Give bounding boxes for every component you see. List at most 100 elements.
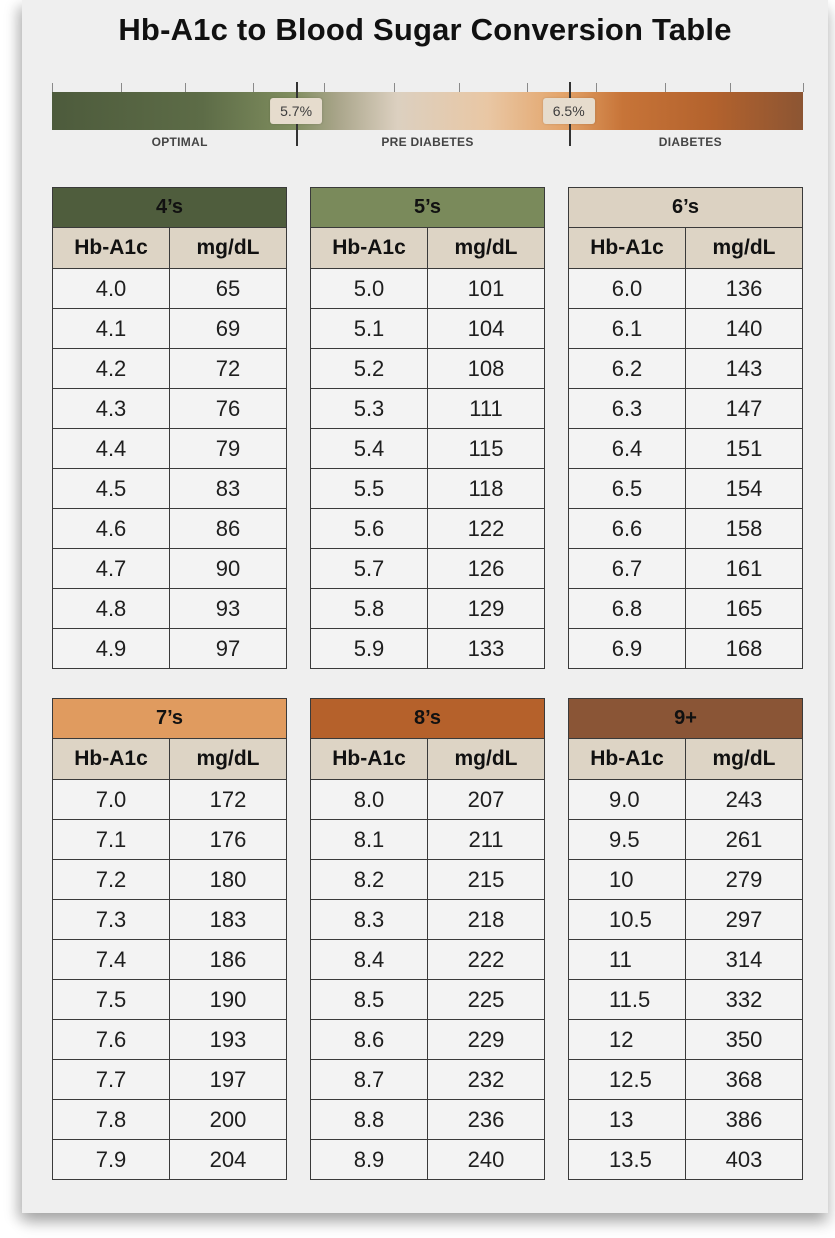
table-row: 12 350 [568,1019,803,1060]
hba1c-cell: 5.5 [310,468,428,509]
mgdl-cell: 90 [169,548,287,589]
mgdl-cell: 236 [427,1099,545,1140]
table-row: 11 314 [568,939,803,980]
table-row: 4.6 86 [52,508,287,549]
hba1c-cell: 8.1 [310,819,428,860]
column-header: Hb-A1c [310,227,428,269]
column-header: mg/dL [427,738,545,780]
hba1c-cell: 8.3 [310,899,428,940]
table-row: 9.0 243 [568,779,803,820]
hba1c-cell: 5.8 [310,588,428,629]
mgdl-cell: 200 [169,1099,287,1140]
table-row: 8.0 207 [310,779,545,820]
mgdl-cell: 183 [169,899,287,940]
hba1c-cell: 12.5 [568,1059,686,1100]
mgdl-cell: 207 [427,779,545,820]
mgdl-cell: 403 [685,1139,803,1180]
zone-label-optimal: OPTIMAL [151,135,208,149]
table-row: 7.2 180 [52,859,287,900]
table-row: 13 386 [568,1099,803,1140]
mgdl-cell: 190 [169,979,287,1020]
table-row: 6.2 143 [568,348,803,389]
column-header: Hb-A1c [52,227,170,269]
hba1c-cell: 4.4 [52,428,170,469]
table-row: 7.9 204 [52,1139,287,1180]
hba1c-cell: 7.5 [52,979,170,1020]
table-row: 7.1 176 [52,819,287,860]
hba1c-cell: 6.7 [568,548,686,589]
mgdl-cell: 232 [427,1059,545,1100]
conversion-poster: Hb-A1c to Blood Sugar Conversion Table 5… [22,0,828,1213]
mgdl-cell: 133 [427,628,545,669]
hba1c-cell: 7.1 [52,819,170,860]
table-row: 4.3 76 [52,388,287,429]
table-row: 8.7 232 [310,1059,545,1100]
table-row: 9.5 261 [568,819,803,860]
zone-label-diabetes: DIABETES [658,135,722,149]
mgdl-cell: 136 [685,268,803,309]
scale-tick [730,83,732,92]
mgdl-cell: 93 [169,588,287,629]
table-row: 5.5 118 [310,468,545,509]
hba1c-cell: 7.7 [52,1059,170,1100]
scale-tick [803,83,804,92]
column-header: Hb-A1c [568,227,686,269]
mgdl-cell: 222 [427,939,545,980]
mgdl-cell: 197 [169,1059,287,1100]
table-row: 12.5 368 [568,1059,803,1100]
mgdl-cell: 225 [427,979,545,1020]
mgdl-cell: 147 [685,388,803,429]
mgdl-cell: 368 [685,1059,803,1100]
hba1c-cell: 7.9 [52,1139,170,1180]
marker-badge-diabetes: 6.5% [542,98,595,124]
hba1c-cell: 6.1 [568,308,686,349]
mgdl-cell: 79 [169,428,287,469]
hba1c-cell: 6.0 [568,268,686,309]
mgdl-cell: 243 [685,779,803,820]
mgdl-cell: 115 [427,428,545,469]
table-row: 8.3 218 [310,899,545,940]
hba1c-cell: 8.4 [310,939,428,980]
scale-tick [393,83,395,92]
table-row: 5.3 111 [310,388,545,429]
table-row: 7.7 197 [52,1059,287,1100]
mgdl-cell: 240 [427,1139,545,1180]
table-row: 7.6 193 [52,1019,287,1060]
mgdl-cell: 76 [169,388,287,429]
hba1c-cell: 6.3 [568,388,686,429]
mgdl-cell: 72 [169,348,287,389]
column-header: mg/dL [685,227,803,269]
mgdl-cell: 83 [169,468,287,509]
mgdl-cell: 215 [427,859,545,900]
table-row: 4.8 93 [52,588,287,629]
table-row: 4.4 79 [52,428,287,469]
mgdl-cell: 161 [685,548,803,589]
mgdl-cell: 86 [169,508,287,549]
scale-tick [664,83,666,92]
mgdl-cell: 386 [685,1099,803,1140]
table-row: 8.1 211 [310,819,545,860]
table-row: 8.8 236 [310,1099,545,1140]
column-header: mg/dL [685,738,803,780]
hba1c-cell: 13 [568,1099,686,1140]
table-row: 6.6 158 [568,508,803,549]
table-row: 5.7 126 [310,548,545,589]
mgdl-cell: 193 [169,1019,287,1060]
hba1c-cell: 8.0 [310,779,428,820]
mgdl-cell: 126 [427,548,545,589]
mgdl-cell: 176 [169,819,287,860]
hba1c-cell: 8.2 [310,859,428,900]
hba1c-cell: 5.2 [310,348,428,389]
table-row: 6.0 136 [568,268,803,309]
hba1c-cell: 4.6 [52,508,170,549]
mgdl-cell: 180 [169,859,287,900]
hba1c-cell: 6.2 [568,348,686,389]
table-row: 8.9 240 [310,1139,545,1180]
table-row: 10.5 297 [568,899,803,940]
table-row: 4.5 83 [52,468,287,509]
mgdl-cell: 122 [427,508,545,549]
mgdl-cell: 65 [169,268,287,309]
table-row: 13.5 403 [568,1139,803,1180]
mgdl-cell: 111 [427,388,545,429]
a1c-gradient-scale: 5.7% 6.5% OPTIMAL PRE DIABETES DIABETES [52,76,804,156]
